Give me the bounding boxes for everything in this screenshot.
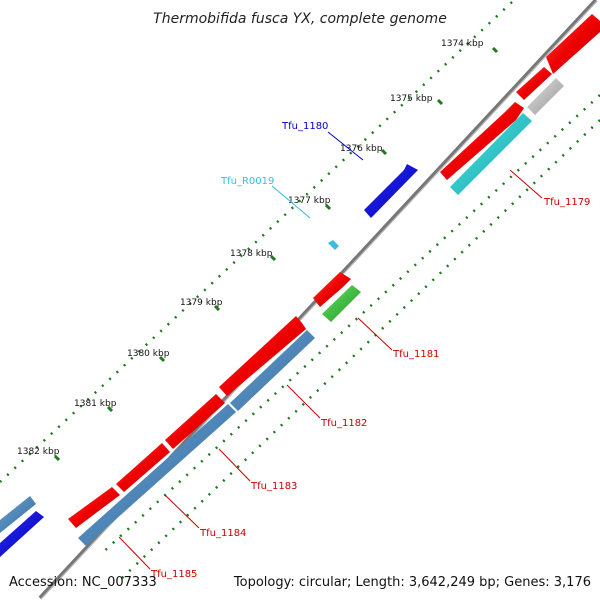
outer-tick-ring — [0, 1, 513, 483]
tick-label-1380: 1380 kbp — [127, 349, 170, 359]
tick-label-1382: 1382 kbp — [17, 447, 60, 457]
tick-label-1378: 1378 kbp — [230, 249, 273, 259]
feature-left-steel[interactable] — [0, 496, 36, 533]
tick-label-1377: 1377 kbp — [288, 196, 331, 206]
cds-top-right-2[interactable] — [516, 67, 552, 100]
tfu-1185-leader — [118, 536, 151, 570]
tick-label-1376: 1376 kbp — [340, 144, 383, 154]
inner-tick-ring-2 — [119, 119, 600, 581]
tfu-1184-label[interactable]: Tfu_1184 — [199, 528, 246, 539]
tfu-1181-leader — [357, 317, 393, 351]
cds-mid-1[interactable] — [165, 394, 225, 449]
tfu-1183-steel-feature[interactable] — [230, 330, 315, 411]
tfu-1179-cds[interactable] — [440, 102, 524, 180]
tick-mark-1374 — [491, 46, 499, 54]
tick-mark-1376 — [380, 148, 388, 156]
tick-label-1375: 1375 kbp — [390, 94, 433, 104]
tick-labels: 1374 kbp 1375 kbp 1376 kbp 1377 kbp 1378… — [17, 39, 484, 457]
tfu-1181-cds[interactable] — [313, 272, 351, 307]
tick-mark-1382 — [53, 454, 61, 462]
cds-features — [68, 14, 600, 528]
tfu-1183-leader — [218, 448, 251, 482]
cds-mid-2[interactable] — [116, 443, 170, 492]
tick-label-1374: 1374 kbp — [441, 39, 484, 49]
tick-mark-1377 — [324, 203, 332, 211]
gray-feature[interactable] — [527, 78, 564, 115]
outer-features — [0, 164, 418, 557]
tfu-1182-label[interactable]: Tfu_1182 — [320, 418, 367, 429]
tick-label-1379: 1379 kbp — [180, 298, 223, 308]
tick-mark-1380 — [158, 355, 166, 363]
map-title: Thermobifida fusca YX, complete genome — [153, 11, 447, 27]
tfu-1183-label[interactable]: Tfu_1183 — [250, 481, 297, 492]
tfu-r0019-leader — [271, 185, 311, 219]
tick-mark-1381 — [106, 405, 114, 413]
tick-mark-1375 — [436, 98, 444, 106]
tfu-1184-leader — [164, 494, 200, 529]
tfu-1182-cds[interactable] — [219, 316, 306, 396]
inner-features — [78, 78, 564, 546]
tfu-r0019-label[interactable]: Tfu_R0019 — [220, 176, 274, 187]
tfu-1182-leader — [286, 384, 321, 419]
tfu-1185-label[interactable]: Tfu_1185 — [150, 569, 197, 580]
accession-text: Accession: NC_007333 — [9, 575, 157, 590]
cds-top-right-1[interactable] — [546, 14, 600, 74]
inner-tick-ring-1 — [99, 94, 600, 556]
tfu-1179-leader — [509, 169, 543, 199]
tfu-1185-steel-feature[interactable] — [78, 404, 236, 546]
tfu-1180-label[interactable]: Tfu_1180 — [281, 121, 328, 132]
tfu-1181-label[interactable]: Tfu_1181 — [392, 349, 439, 360]
tick-label-1381: 1381 kbp — [74, 399, 117, 409]
gene-annotations: Tfu_1180 Tfu_R0019 Tfu_1179 Tfu_1181 Tfu… — [118, 121, 590, 580]
tick-mark-1379 — [213, 304, 221, 312]
tfu-1180-leader — [327, 131, 364, 161]
cyan-feature[interactable] — [450, 113, 532, 195]
green-feature[interactable] — [322, 285, 361, 322]
tick-mark-1378 — [269, 254, 277, 262]
tfu-1180-feature[interactable] — [364, 164, 418, 218]
tfu-r0019-feature[interactable] — [328, 240, 339, 250]
tfu-1179-label[interactable]: Tfu_1179 — [543, 197, 590, 208]
topology-text: Topology: circular; Length: 3,642,249 bp… — [233, 575, 591, 590]
feature-left-blue[interactable] — [0, 511, 44, 557]
tfu-1184-cds[interactable] — [68, 487, 120, 528]
tick-marks — [53, 46, 499, 462]
